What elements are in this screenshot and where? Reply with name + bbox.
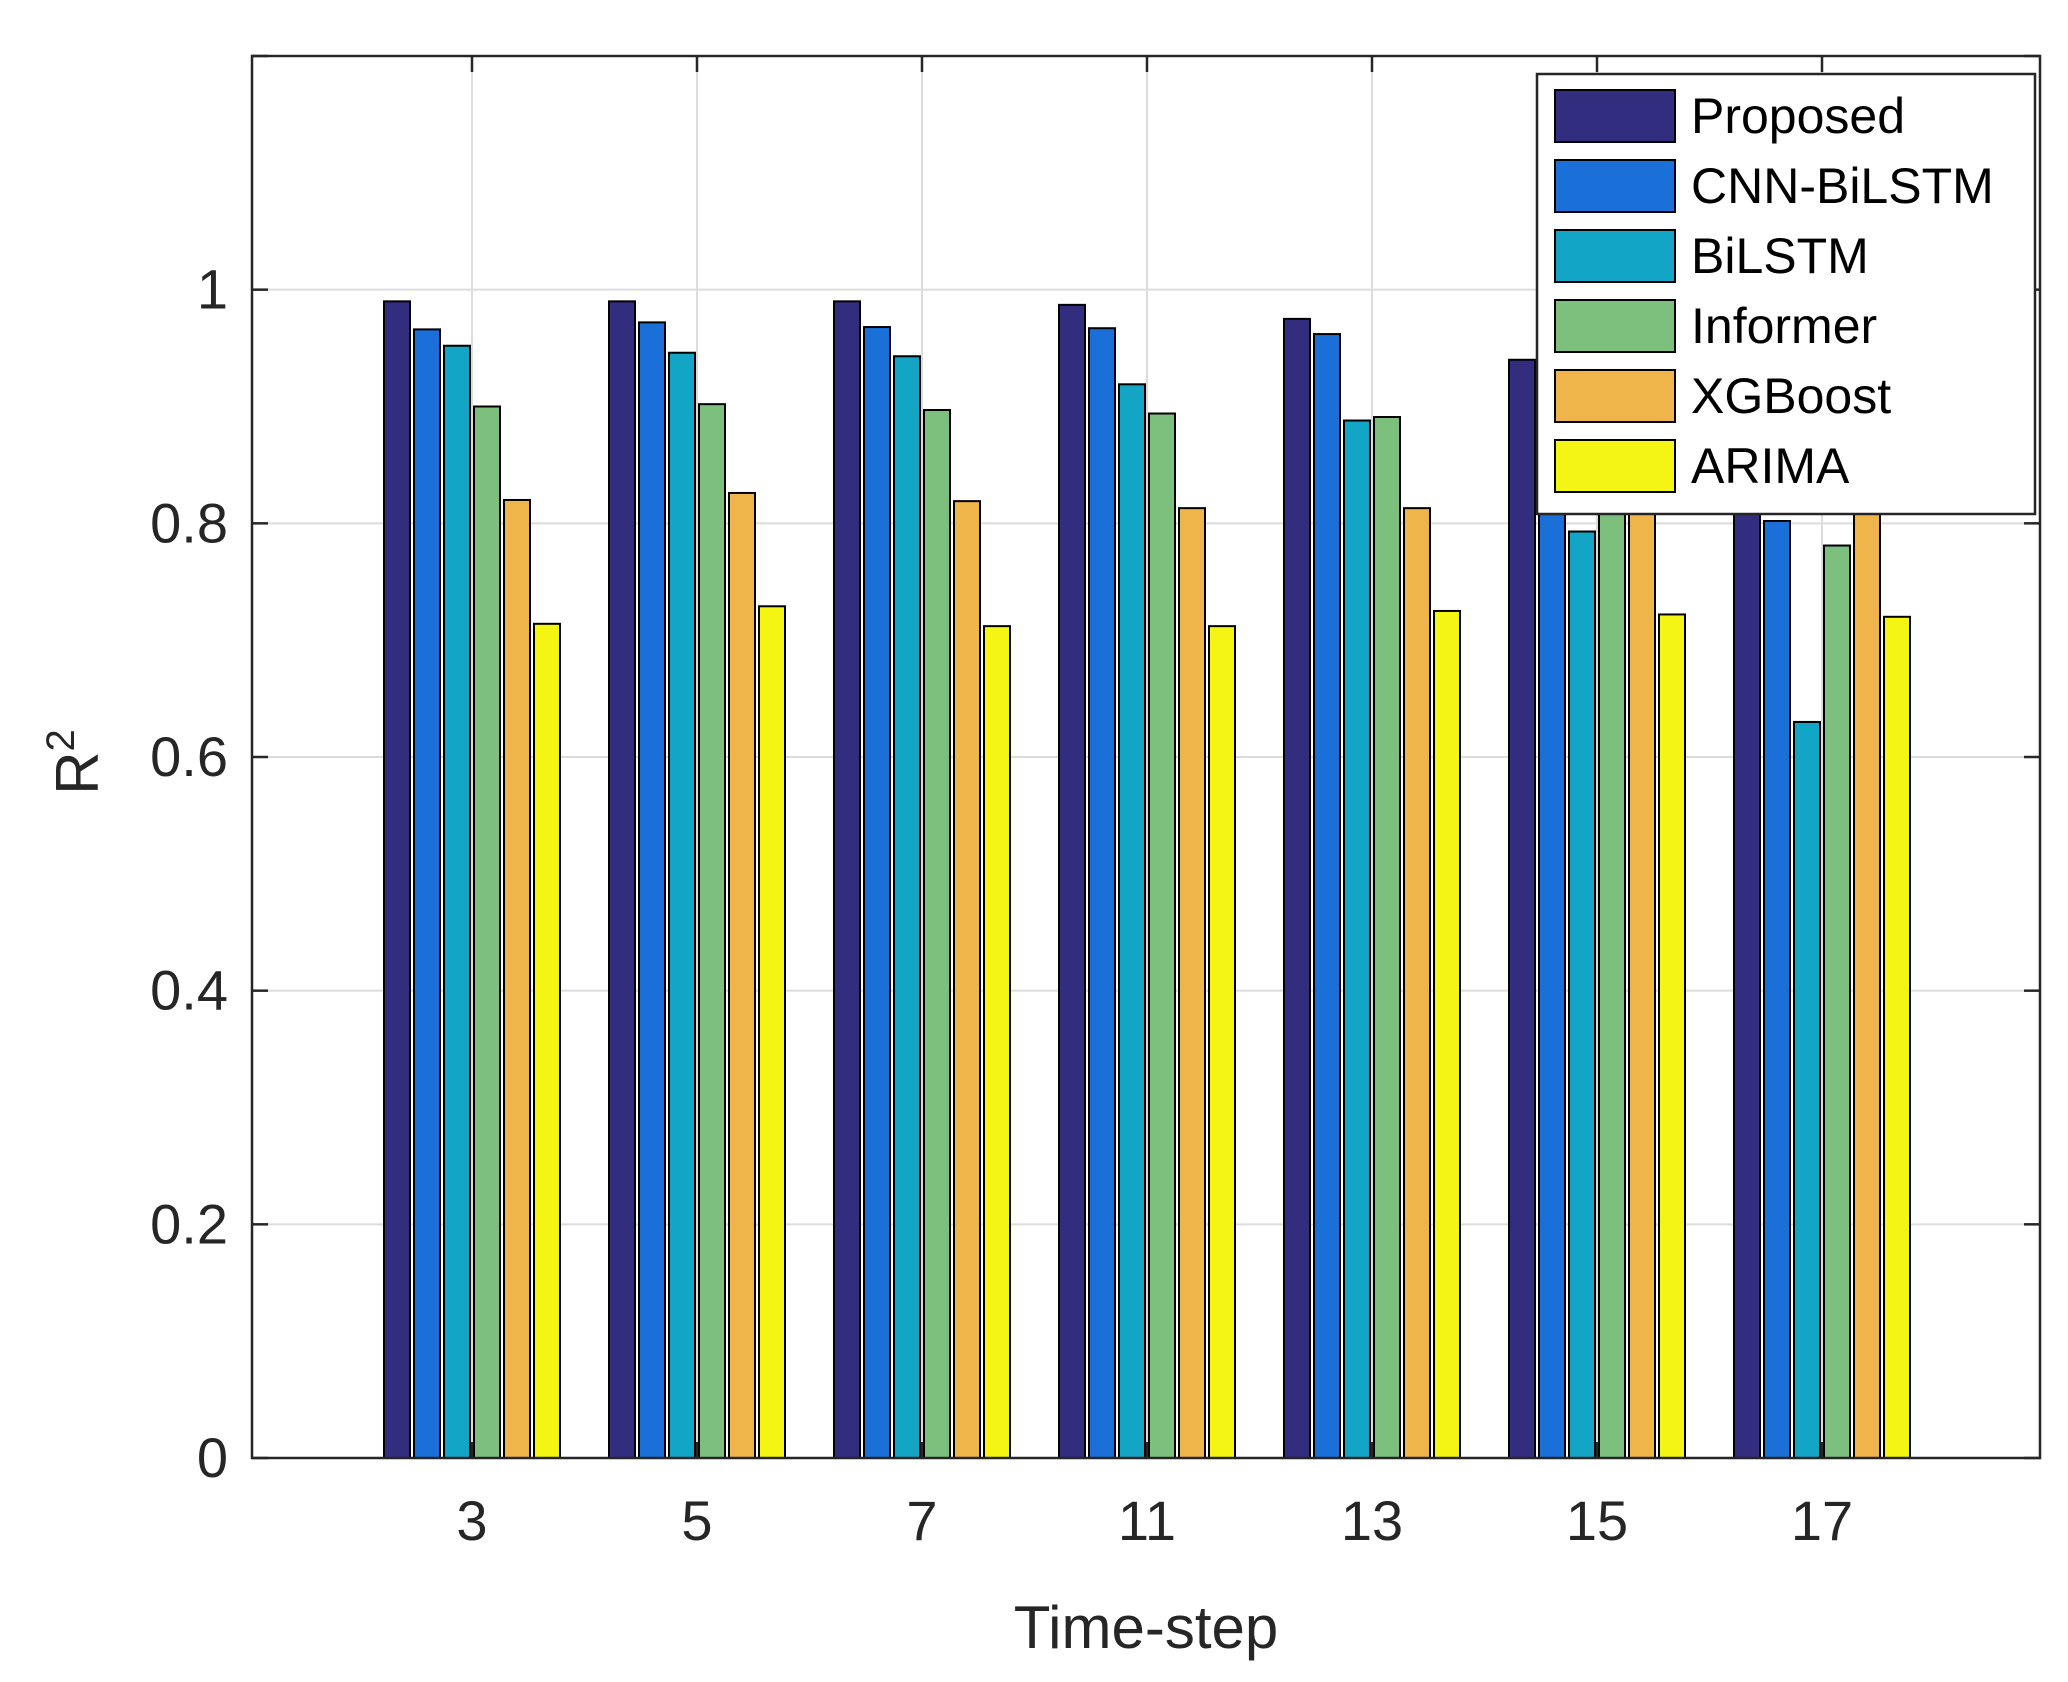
bar-bilstm-17 xyxy=(1793,720,1821,1459)
bar-xgboost-15 xyxy=(1628,491,1656,1459)
legend-label: XGBoost xyxy=(1691,368,1891,424)
bar-bilstm-5 xyxy=(668,351,696,1459)
legend-swatch xyxy=(1554,89,1676,143)
bar-cnn-bilstm-13 xyxy=(1313,333,1341,1459)
bar-informer-7 xyxy=(923,409,951,1459)
bar-arima-5 xyxy=(758,605,786,1459)
bar-xgboost-5 xyxy=(728,491,756,1459)
bar-proposed-17 xyxy=(1733,498,1761,1459)
bar-informer-15 xyxy=(1598,434,1626,1460)
legend-swatch xyxy=(1554,369,1676,423)
bar-xgboost-13 xyxy=(1403,507,1431,1459)
bar-xgboost-17 xyxy=(1853,504,1881,1459)
legend-label: Proposed xyxy=(1691,88,1905,144)
bar-bilstm-13 xyxy=(1343,419,1371,1459)
y-tick-label: 0.6 xyxy=(150,725,228,788)
bar-proposed-5 xyxy=(608,300,636,1460)
bar-cnn-bilstm-17 xyxy=(1763,519,1791,1459)
y-axis-title-superscript: 2 xyxy=(39,729,83,751)
legend-label: CNN-BiLSTM xyxy=(1691,158,1994,214)
bar-proposed-13 xyxy=(1283,317,1311,1459)
bars xyxy=(383,300,1911,1460)
bar-arima-7 xyxy=(983,625,1011,1459)
bar-informer-13 xyxy=(1373,416,1401,1459)
x-tick-label: 15 xyxy=(1566,1489,1628,1552)
legend: Proposed CNN-BiLSTM BiLSTM Informer XGBoost A… xyxy=(1535,72,2037,516)
legend-swatch xyxy=(1554,159,1676,213)
bar-proposed-3 xyxy=(383,300,411,1460)
y-tick-label: 0.4 xyxy=(150,959,228,1022)
bar-xgboost-7 xyxy=(953,500,981,1459)
x-axis-title: Time-step xyxy=(1014,1594,1279,1661)
bar-cnn-bilstm-15 xyxy=(1538,379,1566,1460)
bar-arima-11 xyxy=(1208,625,1236,1459)
bar-arima-3 xyxy=(533,622,561,1459)
legend-swatch xyxy=(1554,299,1676,353)
legend-label: BiLSTM xyxy=(1691,228,1869,284)
y-tick-label: 1 xyxy=(197,258,228,321)
x-tick-label: 17 xyxy=(1791,1489,1853,1552)
y-tick-label: 0 xyxy=(197,1426,228,1489)
legend-label: Informer xyxy=(1691,298,1877,354)
bar-informer-3 xyxy=(473,405,501,1459)
legend-swatch xyxy=(1554,229,1676,283)
x-tick-label: 5 xyxy=(681,1489,712,1552)
y-axis-title-base: R xyxy=(44,751,111,794)
bar-arima-15 xyxy=(1658,613,1686,1459)
bar-bilstm-11 xyxy=(1118,383,1146,1460)
y-axis-title: R2 xyxy=(39,729,111,795)
bar-informer-17 xyxy=(1823,544,1851,1459)
bar-cnn-bilstm-3 xyxy=(413,328,441,1459)
bar-xgboost-3 xyxy=(503,498,531,1459)
y-tick-label: 0.8 xyxy=(150,491,228,554)
bar-cnn-bilstm-7 xyxy=(863,326,891,1459)
bar-bilstm-7 xyxy=(893,355,921,1459)
x-tick-label: 13 xyxy=(1341,1489,1403,1552)
bar-proposed-7 xyxy=(833,300,861,1460)
y-tick-label: 0.2 xyxy=(150,1192,228,1255)
bar-proposed-15 xyxy=(1508,358,1536,1459)
bar-arima-17 xyxy=(1883,615,1911,1459)
bar-proposed-11 xyxy=(1058,303,1086,1460)
x-tick-label: 11 xyxy=(1118,1489,1176,1552)
axes: 00.20.40.60.813 5 7 11 13 15 17 xyxy=(150,54,2042,1552)
bar-bilstm-3 xyxy=(443,344,471,1459)
bar-xgboost-11 xyxy=(1178,507,1206,1459)
bar-informer-5 xyxy=(698,403,726,1459)
legend-label: ARIMA xyxy=(1691,438,1850,494)
x-tick-label: 3 xyxy=(456,1489,487,1552)
x-tick-label: 7 xyxy=(906,1489,937,1552)
bar-bilstm-15 xyxy=(1568,530,1596,1459)
bar-cnn-bilstm-11 xyxy=(1088,327,1116,1459)
legend-swatch xyxy=(1554,439,1676,493)
bar-cnn-bilstm-5 xyxy=(638,321,666,1459)
bar-arima-13 xyxy=(1433,609,1461,1459)
bar-informer-11 xyxy=(1148,412,1176,1459)
